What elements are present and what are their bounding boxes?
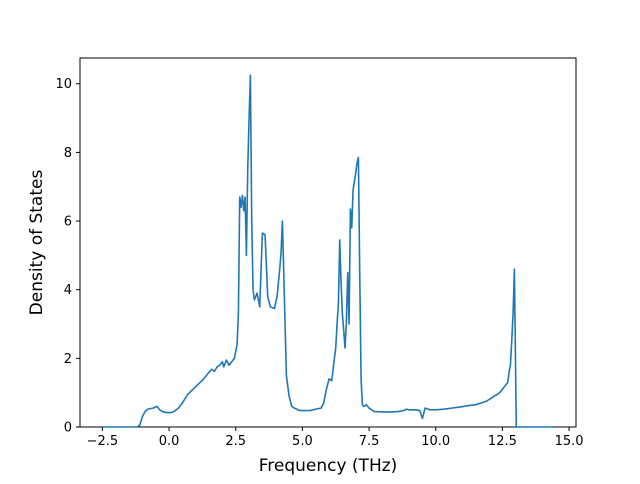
- x-tick-label: 10.0: [421, 434, 450, 449]
- x-tick-label: 12.5: [488, 434, 517, 449]
- x-tick-label: 2.5: [225, 434, 246, 449]
- x-axis-ticks: −2.5 0.0 2.5 5.0 7.5 10.0 12.5 15.0: [87, 427, 584, 449]
- y-tick-label: 0: [64, 421, 72, 436]
- y-tick-label: 8: [64, 146, 72, 161]
- x-tick-label: 5.0: [292, 434, 313, 449]
- x-tick-label: 0.0: [159, 434, 180, 449]
- y-tick-label: 2: [64, 352, 72, 367]
- y-tick-label: 6: [64, 215, 72, 230]
- x-tick-label: 15.0: [555, 434, 584, 449]
- y-tick-label: 10: [55, 77, 72, 92]
- plot-area-frame: [79, 57, 577, 428]
- x-tick-label: 7.5: [359, 434, 380, 449]
- x-axis-title: Frequency (THz): [259, 456, 398, 476]
- series-line-density-of-states: [102, 74, 554, 428]
- y-tick-label: 4: [64, 283, 72, 298]
- x-tick-label: −2.5: [87, 434, 119, 449]
- y-axis-title: Density of States: [27, 170, 47, 316]
- y-axis-ticks: 0 2 4 6 8 10: [55, 77, 80, 436]
